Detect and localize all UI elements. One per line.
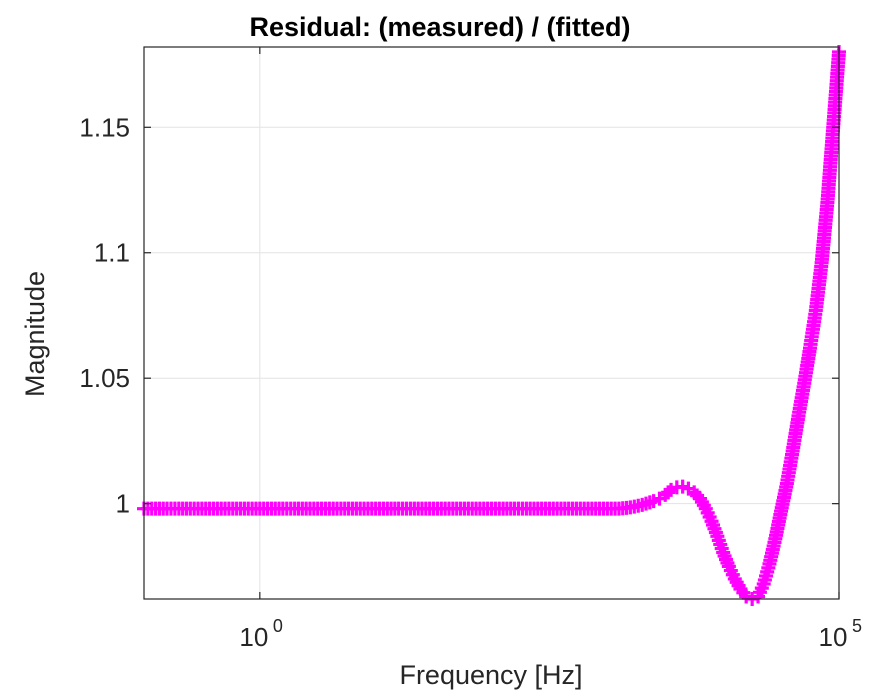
x-tick-label-exponent: 5 — [852, 616, 862, 636]
y-tick-label: 1.05 — [79, 363, 130, 393]
chart-title: Residual: (measured) / (fitted) — [249, 12, 630, 42]
data-series — [137, 45, 846, 606]
x-tick-label-base: 10 — [239, 622, 268, 652]
x-tick-label: 10 5 — [819, 616, 862, 652]
data-point — [661, 485, 676, 500]
x-tick-label: 10 0 — [239, 616, 282, 652]
y-axis-label: Magnitude — [20, 271, 50, 397]
y-tick-label: 1 — [116, 489, 130, 519]
x-tick-label-base: 10 — [819, 622, 848, 652]
y-tick-label: 1.15 — [79, 112, 130, 142]
x-tick-label-exponent: 0 — [273, 616, 283, 636]
plot-background — [144, 47, 839, 599]
y-tick-label: 1.1 — [94, 238, 130, 268]
x-axis-label: Frequency [Hz] — [399, 660, 582, 690]
plot-frame — [143, 46, 840, 600]
